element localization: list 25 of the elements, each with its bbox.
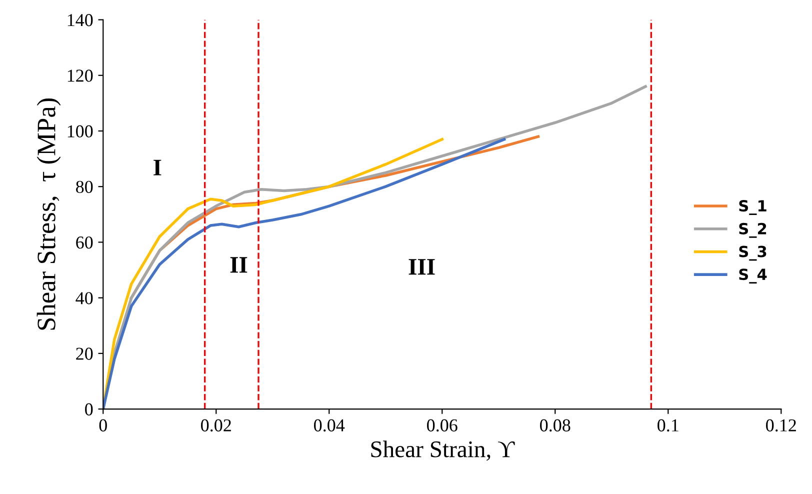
line-series bbox=[103, 138, 506, 410]
legend-label: S_1 bbox=[739, 200, 766, 215]
x-tick-label: 0.06 bbox=[427, 419, 458, 432]
x-tick-label: 0 bbox=[99, 419, 107, 432]
x-tick-label: 0.1 bbox=[658, 419, 678, 432]
y-tick-label: 120 bbox=[68, 70, 93, 82]
y-tick-label: 80 bbox=[76, 180, 93, 194]
annotation: III bbox=[408, 259, 435, 275]
y-axis-title: Shear Stress, τ (MPa) bbox=[36, 98, 61, 330]
annotation: II bbox=[230, 257, 248, 273]
y-tick-label: 20 bbox=[76, 348, 93, 360]
legend-label: S_4 bbox=[739, 268, 767, 284]
x-tick-label: 0.12 bbox=[766, 419, 796, 432]
x-tick-label: 0.04 bbox=[314, 419, 345, 432]
legend-label: S_2 bbox=[739, 222, 766, 238]
y-tick-label: 0 bbox=[85, 403, 93, 416]
x-tick-label: 0.08 bbox=[540, 419, 570, 432]
y-tick-label: 140 bbox=[68, 14, 93, 26]
x-tick-label: 0.02 bbox=[201, 419, 231, 432]
annotation: I bbox=[154, 160, 162, 176]
x-axis-title: Shear Strain, ϒ bbox=[371, 440, 515, 461]
legend-label: S_3 bbox=[739, 246, 766, 261]
y-tick-label: 100 bbox=[68, 125, 93, 138]
y-tick-label: 40 bbox=[76, 292, 93, 304]
y-tick-label: 60 bbox=[76, 236, 93, 249]
